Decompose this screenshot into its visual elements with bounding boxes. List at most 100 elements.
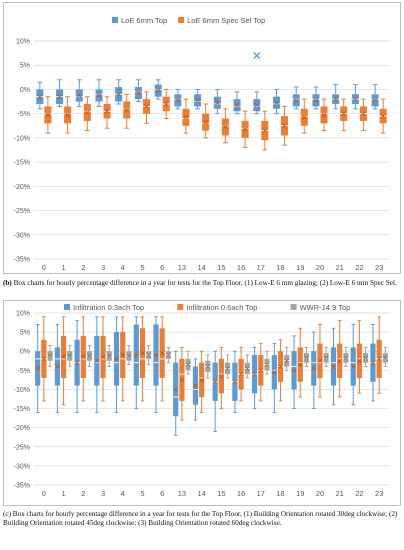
box-mean-marker	[76, 93, 82, 98]
y-tick-label: 0%	[20, 349, 30, 356]
x-tick-label: 22	[355, 489, 363, 498]
box-mean-marker	[350, 364, 356, 369]
box-mean-marker	[104, 108, 110, 114]
chart-panel-top-floor-glazing: 10% 5% 0% -5% -10% -15% -20% -25% -30% -35% 0 1 2 3 4 5…	[3, 2, 401, 274]
box-mean-marker	[337, 358, 343, 364]
box-mean-marker	[65, 112, 70, 118]
y-tick-label: -15%	[14, 160, 30, 167]
box-mean-marker	[376, 356, 382, 362]
box-mean-marker	[146, 352, 151, 358]
box-mean-marker	[219, 373, 224, 379]
x-tick-label: 21	[336, 263, 344, 272]
legend-label: Infiltration 0.3ach Top	[73, 303, 144, 312]
box-mean-marker	[282, 123, 287, 129]
box-mean-marker	[223, 124, 228, 130]
box-mean-marker	[331, 364, 336, 369]
x-tick-label: 0	[42, 263, 46, 272]
box-mean-marker	[166, 352, 171, 358]
legend-swatch	[177, 304, 184, 310]
x-tick-label: 20	[316, 489, 324, 498]
x-tick-label: 13	[178, 489, 186, 498]
box-chart-glazing: 10%5%0%-5%-10%-15%-20%-25%-30%-35%0 1 2 3 4 5…	[14, 16, 389, 272]
box-mean-marker	[361, 111, 366, 116]
y-tick-label: -25%	[14, 444, 30, 451]
y-tick-label: 0%	[20, 87, 30, 94]
x-tick-label: 19	[296, 489, 304, 498]
legend-swatch	[290, 304, 297, 310]
x-tick-label: 5	[140, 489, 144, 498]
box-mean-marker	[264, 362, 270, 367]
box-mean-marker	[380, 113, 386, 119]
box-mean-marker	[87, 353, 92, 359]
box-mean-marker	[297, 362, 303, 367]
x-tick-label: 4	[121, 489, 125, 498]
x-tick-label: 6	[160, 263, 164, 272]
x-tick-label: 23	[375, 263, 383, 272]
box-mean-marker	[321, 112, 327, 118]
x-tick-label: 16	[237, 489, 245, 498]
box-mean-marker	[155, 88, 161, 93]
box-mean-marker	[370, 360, 376, 366]
caption-glazing: (b) Box charts for hourly percentage dif…	[3, 279, 401, 288]
x-tick-label: 3	[101, 263, 105, 272]
box-mean-marker	[126, 353, 132, 359]
box-mean-marker	[284, 358, 290, 364]
box-mean-marker	[179, 377, 185, 383]
x-tick-label: 3	[101, 489, 105, 498]
box-mean-marker	[311, 366, 317, 371]
box-mean-marker	[173, 387, 179, 392]
box-mean-marker	[357, 358, 362, 364]
x-tick-label: 15	[217, 263, 225, 272]
y-tick-label: -25%	[14, 208, 30, 215]
x-tick-label: 1	[61, 489, 65, 498]
y-tick-label: 5%	[20, 63, 30, 70]
box-mean-marker	[144, 104, 149, 109]
legend-label: Infiltration 0.6ach Top	[186, 303, 257, 312]
box-mean-marker	[341, 111, 347, 116]
x-tick-label: 14	[197, 263, 205, 272]
y-tick-label: -30%	[14, 463, 30, 470]
box-mean-marker	[163, 101, 169, 107]
y-tick-label: 5%	[20, 330, 30, 337]
legend-label: WWR-14.9 Top	[300, 303, 351, 312]
x-tick-label: 16	[237, 263, 245, 272]
box-mean-marker	[106, 353, 112, 359]
x-tick-label: 17	[257, 263, 265, 272]
box-mean-marker	[100, 354, 106, 360]
box-mean-marker	[45, 112, 51, 118]
legend-label: LoE 6mm Spec Sel Top	[187, 16, 265, 25]
box-mean-marker	[61, 354, 66, 360]
x-tick-label: 17	[257, 489, 265, 498]
box-mean-marker	[252, 371, 257, 377]
legend-swatch	[112, 17, 118, 23]
box-mean-marker	[203, 119, 208, 125]
x-tick-label: 18	[276, 263, 284, 272]
box-mean-marker	[193, 383, 198, 388]
box-mean-marker	[301, 114, 307, 120]
box-mean-marker	[244, 366, 250, 371]
box-mean-marker	[94, 358, 100, 364]
box-mean-marker	[47, 353, 53, 359]
x-tick-label: 2	[81, 489, 85, 498]
y-tick-label: -35%	[14, 483, 30, 490]
box-mean-marker	[116, 91, 122, 97]
x-tick-label: 14	[197, 489, 205, 498]
y-tick-label: -10%	[14, 135, 30, 142]
y-tick-label: -35%	[14, 257, 30, 264]
box-mean-marker	[41, 356, 47, 362]
box-mean-marker	[140, 350, 145, 356]
box-mean-marker	[205, 364, 211, 369]
box-outlier	[253, 52, 261, 60]
box-mean-marker	[278, 364, 283, 369]
box-mean-marker	[383, 355, 388, 361]
box-mean-marker	[372, 98, 378, 103]
x-tick-label: 22	[355, 263, 363, 272]
box-mean-marker	[212, 379, 218, 385]
box-mean-marker	[55, 364, 60, 369]
box-mean-marker	[363, 355, 368, 361]
box-mean-marker	[35, 366, 40, 371]
box-mean-marker	[195, 98, 200, 103]
box-mean-marker	[74, 360, 80, 366]
caption-glazing-text: Box charts for hourly percentage differe…	[11, 279, 397, 287]
y-tick-label: -5%	[18, 111, 30, 118]
